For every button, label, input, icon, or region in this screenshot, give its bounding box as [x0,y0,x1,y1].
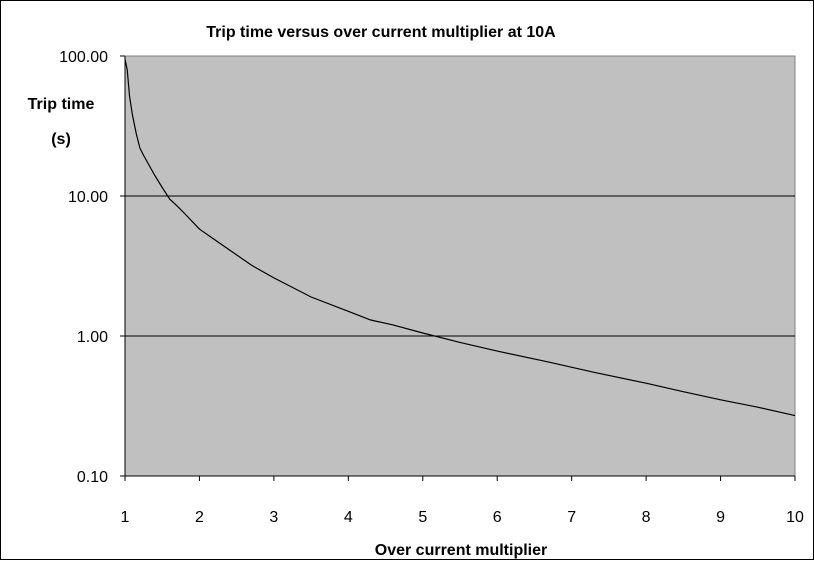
y-axis-label-line1: Trip time [28,96,95,113]
x-tick-label: 2 [195,509,204,526]
x-axis-ticks: 1 2 3 4 5 6 7 8 9 10 [121,476,804,526]
x-tick-label: 7 [567,509,576,526]
x-tick-label: 1 [121,509,130,526]
y-tick-label: 100.00 [59,49,108,66]
series-line [124,58,796,417]
x-tick-label: 9 [716,509,725,526]
x-tick-label: 5 [418,509,427,526]
y-tick-label: 10.00 [68,189,108,206]
x-tick-label: 3 [269,509,278,526]
y-axis-label-line2: (s) [51,131,71,148]
y-tick-label: 1.00 [77,329,108,346]
x-tick-label: 6 [493,509,502,526]
series-layer [124,58,796,417]
x-tick-label: 8 [642,509,651,526]
x-tick-label: 4 [344,509,353,526]
chart-title: Trip time versus over current multiplier… [206,24,556,41]
x-tick-label: 10 [786,509,804,526]
plot-area [124,55,796,477]
y-tick-label: 0.10 [77,469,108,486]
grid-lines [125,195,795,337]
x-axis-label: Over current multiplier [375,542,548,559]
y-axis-ticks: 100.00 10.00 1.00 0.10 [59,49,125,486]
